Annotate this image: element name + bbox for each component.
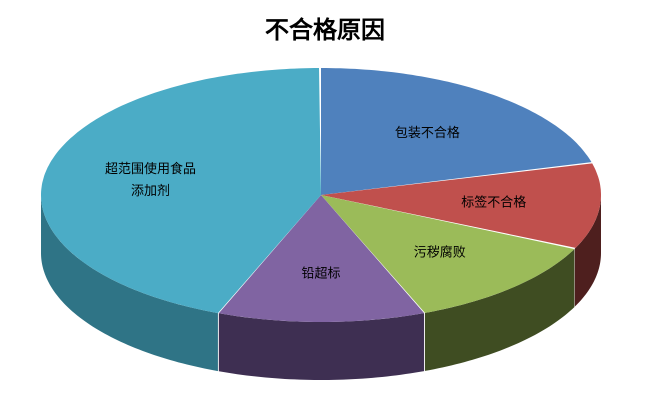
pie-slice-4 xyxy=(41,68,321,314)
slice-label-1: 标签不合格 xyxy=(461,194,526,210)
pie-slice-2 xyxy=(321,195,575,313)
pie-side-3 xyxy=(218,313,425,380)
slice-label-3: 铅超标 xyxy=(301,267,340,282)
pie-slice-0 xyxy=(321,68,592,195)
pie-slice-3 xyxy=(218,195,425,322)
slice-label-0: 包装不合格 xyxy=(395,125,460,141)
pie-side-4 xyxy=(41,195,218,372)
pie-side-2 xyxy=(424,249,575,371)
pie-side-1 xyxy=(574,195,601,307)
slice-label-4: 超范围使用食品添加剂 xyxy=(105,161,196,199)
slice-label-2: 污秽腐败 xyxy=(414,245,466,260)
pie-slice-1 xyxy=(321,163,601,248)
chart-title: 不合格原因 xyxy=(265,15,385,44)
